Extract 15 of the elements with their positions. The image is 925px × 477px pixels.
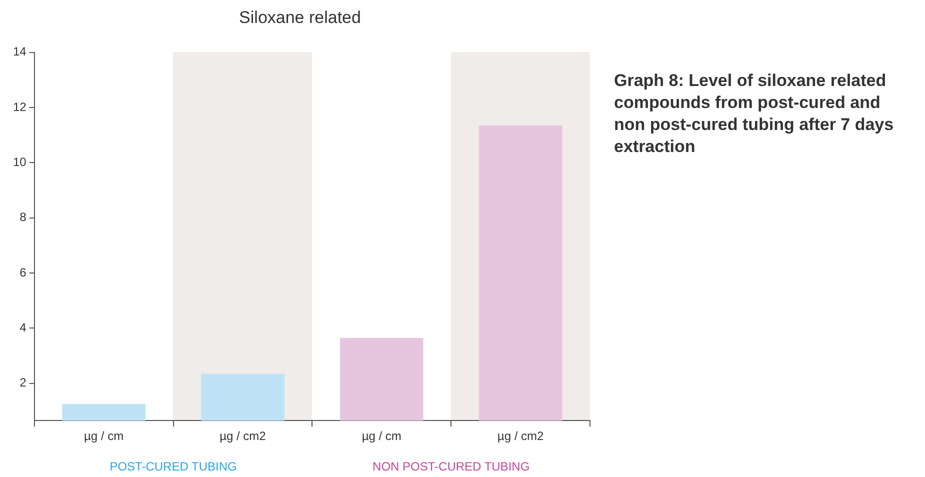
x-tick-label: µg / cm	[84, 429, 124, 444]
y-tick-label: 2	[20, 376, 27, 390]
text: NON POST-CURED TUBING	[372, 459, 530, 474]
x-tick-label: µg / cm2	[497, 429, 544, 444]
y-tick-label: 12	[12, 100, 27, 114]
y-tick-label: 8	[20, 210, 27, 224]
caption: Graph 8: Level of siloxane related compounds from post-cured and non post-cured tubing after 7 days extraction	[614, 70, 895, 158]
y-tick-label: 6	[20, 265, 27, 280]
text: POST-CURED TUBING	[110, 459, 237, 474]
x-tick-label: µg / cm2	[220, 429, 266, 444]
y-tick-label: 10	[12, 155, 27, 170]
x-tick-label: µg / cm	[362, 429, 402, 444]
y-tick-label: 4	[20, 320, 27, 335]
chart-title: Siloxane related	[239, 8, 361, 27]
y-tick-label: 14	[12, 44, 27, 59]
